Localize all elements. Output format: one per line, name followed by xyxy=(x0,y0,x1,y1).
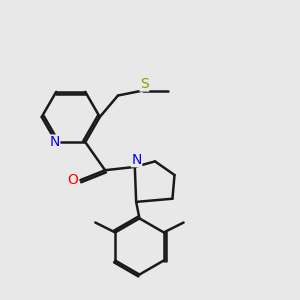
Text: N: N xyxy=(50,135,60,149)
Text: N: N xyxy=(131,153,142,166)
Text: S: S xyxy=(140,77,149,91)
Text: O: O xyxy=(68,173,79,187)
